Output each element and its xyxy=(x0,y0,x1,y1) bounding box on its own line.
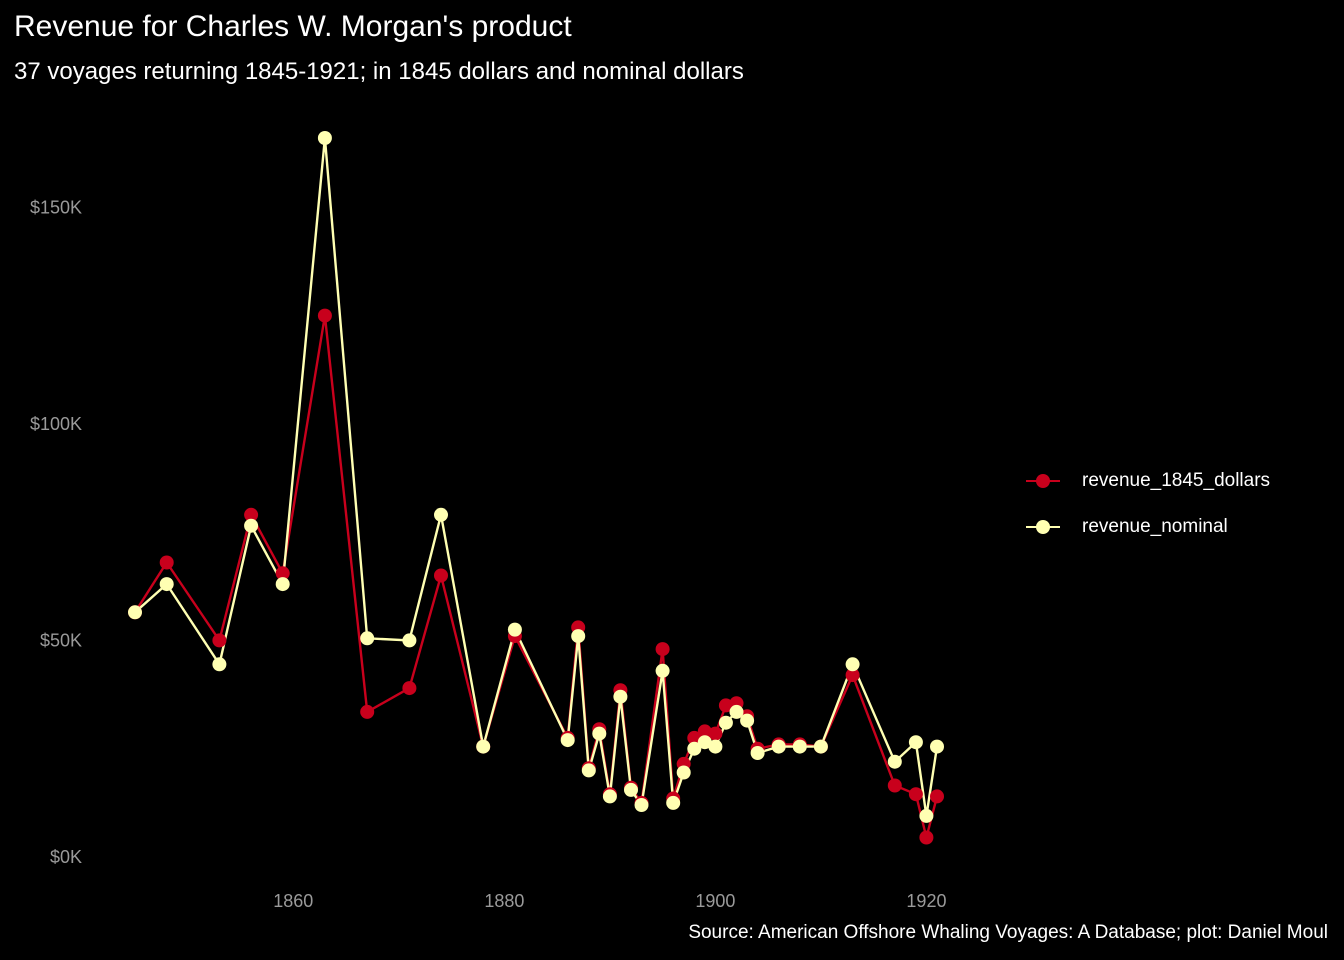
data-point-revenue-nominal xyxy=(930,739,944,754)
data-point-revenue-nominal xyxy=(159,577,174,592)
series-layer xyxy=(128,131,944,845)
data-point-revenue-nominal xyxy=(887,754,902,769)
data-point-revenue-1845-dollars xyxy=(159,555,174,570)
data-point-revenue-1845-dollars xyxy=(887,778,902,793)
data-point-revenue-1845-dollars xyxy=(919,830,934,845)
data-point-revenue-nominal xyxy=(128,605,142,620)
data-point-revenue-1845-dollars xyxy=(402,681,417,696)
data-point-revenue-nominal xyxy=(845,657,860,672)
data-point-revenue-1845-dollars xyxy=(434,568,448,583)
x-axis-labels: 1860 1880 1900 1920 xyxy=(273,891,946,911)
y-tick-label: $150K xyxy=(30,197,82,217)
data-point-revenue-nominal xyxy=(813,739,828,754)
data-point-revenue-nominal xyxy=(560,733,575,748)
chart-subtitle: 37 voyages returning 1845-1921; in 1845 … xyxy=(14,58,744,85)
legend-item-revenue-1845-dollars: revenue_1845_dollars xyxy=(1024,458,1270,504)
data-point-revenue-1845-dollars xyxy=(908,787,923,802)
data-point-revenue-nominal xyxy=(581,763,596,778)
y-tick-label: $50K xyxy=(40,630,82,650)
chart-caption: Source: American Offshore Whaling Voyage… xyxy=(688,922,1328,943)
data-point-revenue-1845-dollars xyxy=(697,724,712,739)
data-point-revenue-nominal xyxy=(275,577,290,592)
y-axis-labels: $0K $50K $100K $150K xyxy=(30,197,82,867)
legend-label-revenue-nominal: revenue_nominal xyxy=(1082,516,1228,537)
data-point-revenue-1845-dollars xyxy=(930,789,944,804)
data-point-revenue-1845-dollars xyxy=(360,704,375,719)
legend-item-revenue-nominal: revenue_nominal xyxy=(1024,504,1270,550)
data-point-revenue-nominal xyxy=(740,713,755,728)
x-tick-label: 1880 xyxy=(484,891,524,911)
data-point-revenue-1845-dollars xyxy=(687,730,702,745)
data-point-revenue-nominal xyxy=(792,739,807,754)
data-point-revenue-nominal xyxy=(402,633,417,648)
data-point-revenue-1845-dollars xyxy=(655,642,670,657)
data-point-revenue-nominal xyxy=(687,741,702,756)
data-point-revenue-nominal xyxy=(750,746,765,760)
data-point-revenue-nominal xyxy=(507,622,522,637)
data-point-revenue-nominal xyxy=(908,735,923,750)
data-point-revenue-nominal xyxy=(708,739,723,754)
data-point-revenue-nominal xyxy=(697,735,712,750)
data-point-revenue-nominal xyxy=(592,726,607,741)
data-point-revenue-nominal xyxy=(634,798,649,812)
data-point-revenue-1845-dollars xyxy=(244,507,259,522)
data-point-revenue-1845-dollars xyxy=(317,308,332,323)
data-point-revenue-nominal xyxy=(317,131,332,145)
data-point-revenue-nominal xyxy=(360,631,375,646)
data-point-revenue-nominal xyxy=(676,765,691,780)
legend-key-revenue-1845-dollars xyxy=(1024,465,1062,497)
data-point-revenue-1845-dollars xyxy=(275,566,290,581)
data-point-revenue-1845-dollars xyxy=(212,633,227,648)
data-point-revenue-nominal xyxy=(718,715,733,730)
data-point-revenue-nominal xyxy=(666,795,681,810)
series-line-revenue-1845-dollars xyxy=(133,314,939,839)
legend-key-revenue-nominal xyxy=(1024,511,1062,543)
legend: revenue_1845_dollars revenue_nominal xyxy=(1024,458,1270,550)
x-tick-label: 1900 xyxy=(695,891,735,911)
legend-label-revenue-1845-dollars: revenue_1845_dollars xyxy=(1082,470,1271,491)
data-point-revenue-nominal xyxy=(655,663,670,678)
data-point-revenue-nominal xyxy=(244,518,259,533)
data-point-revenue-nominal xyxy=(919,808,934,823)
y-tick-label: $0K xyxy=(50,847,82,867)
data-point-revenue-nominal xyxy=(476,739,491,754)
x-tick-label: 1920 xyxy=(906,891,946,911)
data-point-revenue-nominal xyxy=(602,789,617,804)
x-tick-label: 1860 xyxy=(273,891,313,911)
data-point-revenue-nominal xyxy=(624,782,638,797)
data-point-revenue-nominal xyxy=(771,739,786,754)
series-line-revenue-nominal xyxy=(134,136,939,818)
chart-title: Revenue for Charles W. Morgan's product xyxy=(14,10,572,43)
data-point-revenue-1845-dollars xyxy=(708,726,723,741)
data-point-revenue-nominal xyxy=(212,657,227,672)
y-tick-label: $100K xyxy=(30,414,82,434)
data-point-revenue-nominal xyxy=(571,629,586,644)
data-point-revenue-1845-dollars xyxy=(845,668,860,683)
data-point-revenue-nominal xyxy=(613,689,628,704)
data-point-revenue-1845-dollars xyxy=(718,698,733,713)
data-point-revenue-nominal xyxy=(434,507,448,522)
data-point-revenue-nominal xyxy=(729,704,744,719)
